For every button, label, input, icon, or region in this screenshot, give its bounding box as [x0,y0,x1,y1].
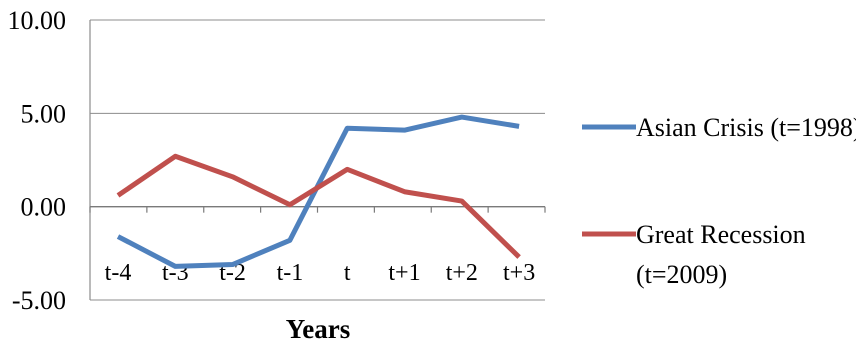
series-line-great-recession [116,153,521,259]
y-tick-label: 0.00 [21,193,67,222]
y-tick-label: 10.00 [8,6,67,35]
x-tick-label: t [344,260,351,286]
legend-label: Great Recession [636,220,806,249]
y-axis-tick-labels: 10.00 5.00 0.00 -5.00 [8,6,67,315]
y-tick-label: 5.00 [21,99,67,128]
legend: Asian Crisis (t=1998) Great Recession (t=2… [582,113,856,289]
legend-label: (t=2009) [636,260,727,289]
y-tick-label: -5.00 [12,286,66,315]
x-tick-label: t-4 [105,260,132,286]
x-tick-label: t+1 [388,260,420,286]
x-axis-tick-labels: t-4 t-3 t-2 t-1 t t+1 t+2 t+3 [105,260,536,286]
x-tick-label: t+2 [446,260,478,286]
x-tick-label: t-1 [277,260,304,286]
series-lines [116,114,521,269]
legend-label: Asian Crisis (t=1998) [636,113,856,142]
series-line-asian-crisis [116,114,520,269]
x-axis-title: Years [286,314,350,344]
x-tick-label: t+3 [503,260,535,286]
